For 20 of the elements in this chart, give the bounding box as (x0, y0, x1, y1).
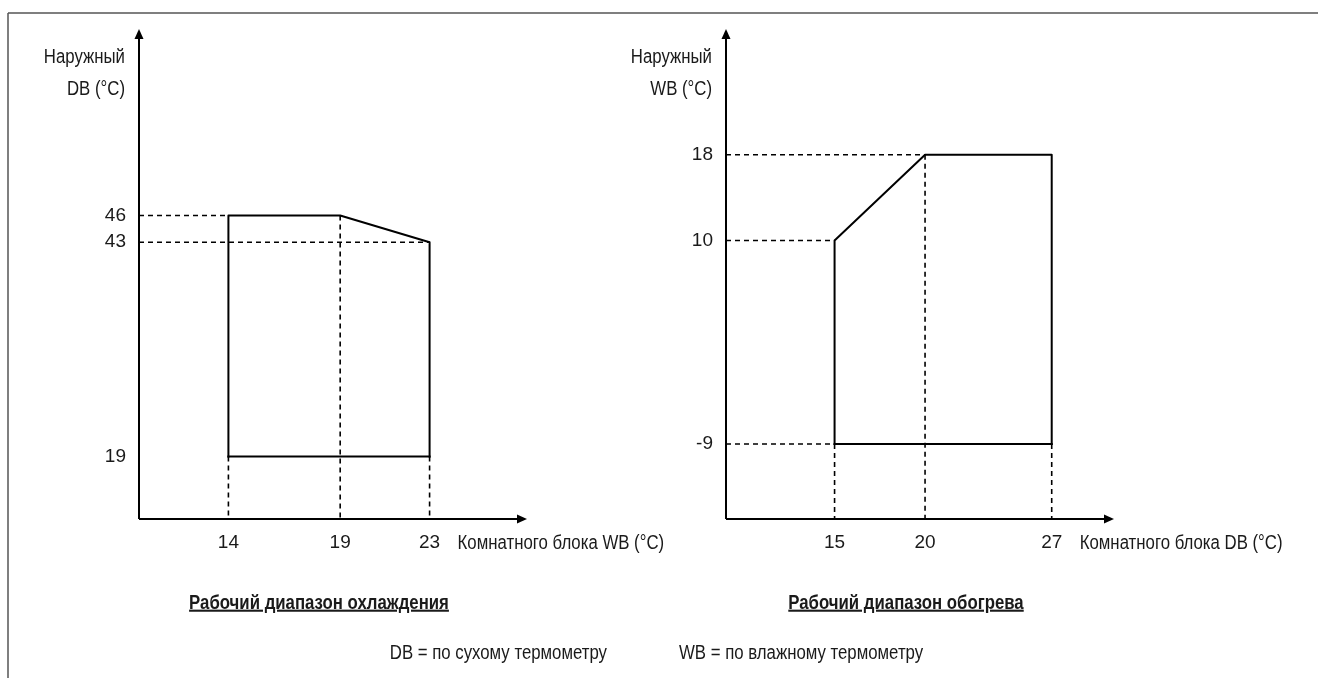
x-tick-label: 23 (419, 531, 441, 553)
y-axis-title: Наружный DB (°C) (43, 43, 125, 99)
x-tick-label: 20 (914, 531, 936, 553)
text: Рабочий диапазон охлаждения (189, 589, 449, 613)
x-tick-label: 15 (824, 531, 846, 553)
y-tick-label: 10 (691, 228, 713, 250)
y-tick-label: 43 (104, 230, 126, 252)
text: WB = по влажному термометру (679, 639, 924, 663)
x-tick-label: 14 (217, 531, 240, 553)
text: DB = по сухому термометру (389, 639, 608, 663)
y-axis-title: Наружный WB (°C) (630, 43, 712, 99)
text: Рабочий диапазон обогрева (788, 589, 1025, 613)
y-tick-label: 18 (691, 142, 713, 164)
x-axis-title: Комнатного блока WB (°C) (457, 529, 665, 553)
y-tick-label: 46 (104, 203, 126, 225)
x-axis-title: Комнатного блока DB (°C) (1079, 529, 1283, 553)
y-tick-label: 19 (104, 444, 126, 466)
y-tick-label: -9 (696, 432, 713, 454)
x-tick-label: 27 (1041, 531, 1063, 553)
x-tick-label: 19 (329, 531, 351, 553)
